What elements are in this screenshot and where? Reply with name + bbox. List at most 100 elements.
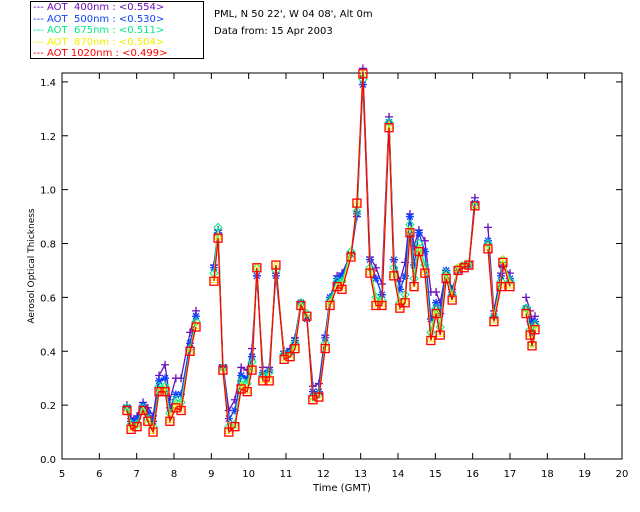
- data-point: [346, 252, 356, 262]
- data-point: [252, 263, 262, 273]
- data-point: [161, 374, 170, 383]
- x-tick-label: 7: [133, 469, 139, 480]
- data-point: [377, 300, 387, 311]
- data-point: [521, 308, 531, 319]
- y-tick-label: 1.2: [40, 132, 56, 143]
- data-point: [143, 409, 152, 418]
- data-point: [286, 347, 295, 356]
- data-point: [308, 395, 318, 405]
- data-point: [285, 351, 295, 362]
- data-point: [401, 271, 410, 280]
- y-tick-label: 0.6: [40, 293, 56, 304]
- data-point: [155, 376, 164, 385]
- data-point: [358, 64, 367, 73]
- data-point: [527, 341, 537, 351]
- data-point: [242, 387, 252, 397]
- data-point: [453, 265, 463, 276]
- x-tick-label: 13: [354, 469, 367, 480]
- data-point: [126, 424, 136, 435]
- data-point: [209, 273, 219, 284]
- data-point: [442, 266, 451, 275]
- data-point: [337, 281, 347, 292]
- data-point: [522, 293, 531, 302]
- data-point: [171, 403, 181, 413]
- data-point: [470, 201, 480, 211]
- data-point: [405, 228, 415, 238]
- x-tick-label: 15: [429, 469, 442, 480]
- legend-entry: --- AOT 500nm : <0.530>: [33, 13, 165, 25]
- x-tick-label: 8: [171, 469, 177, 480]
- x-tick-label: 10: [242, 469, 255, 480]
- data-point: [218, 365, 228, 375]
- data-point: [498, 257, 508, 268]
- data-point: [426, 335, 436, 346]
- data-point: [333, 274, 342, 283]
- data-point: [271, 260, 281, 270]
- legend-entry: --- AOT 675nm : <0.511>: [33, 25, 165, 36]
- data-point: [435, 330, 445, 340]
- y-tick-label: 1.0: [40, 186, 56, 197]
- data-point: [186, 339, 195, 348]
- series-line: [126, 73, 536, 435]
- data-point: [352, 206, 362, 216]
- data-point: [192, 312, 201, 321]
- data-point: [332, 281, 342, 292]
- data-point: [420, 247, 429, 256]
- data-point: [133, 414, 142, 423]
- data-point: [165, 403, 174, 412]
- data-point: [122, 405, 132, 416]
- data-point: [224, 414, 233, 423]
- data-point: [395, 303, 405, 313]
- data-point: [483, 236, 492, 245]
- x-tick-label: 18: [541, 469, 554, 480]
- data-point: [243, 374, 252, 383]
- data-point: [209, 276, 219, 286]
- date-text: Data from: 15 Apr 2003: [214, 26, 333, 37]
- data-point: [414, 246, 424, 257]
- data-point: [279, 354, 289, 364]
- data-point: [176, 402, 186, 413]
- data-point: [171, 390, 180, 399]
- series-line: [126, 79, 536, 429]
- data-point: [230, 422, 240, 432]
- data-point: [459, 259, 469, 270]
- y-tick-label: 0.8: [40, 240, 56, 251]
- data-point: [365, 268, 375, 278]
- series-line: [126, 73, 536, 432]
- data-point: [420, 236, 429, 245]
- data-point: [447, 295, 457, 305]
- data-point: [522, 304, 531, 313]
- x-tick-label: 16: [466, 469, 479, 480]
- series-4: [122, 69, 540, 437]
- data-point: [530, 325, 540, 335]
- data-point: [314, 392, 324, 402]
- legend-entry: --- AOT 400nm : <0.554>: [33, 2, 165, 13]
- data-point: [432, 298, 441, 307]
- plot-frame: [61, 72, 623, 460]
- data-point: [389, 271, 399, 281]
- data-point: [258, 376, 268, 386]
- data-point: [247, 365, 257, 375]
- data-point: [420, 268, 430, 278]
- legend-entry: --- AOT 870nm : <0.504>: [33, 36, 165, 48]
- data-point: [489, 313, 499, 324]
- x-tick-label: 20: [616, 469, 629, 480]
- x-tick-label: 5: [59, 469, 65, 480]
- legend-entry: --- AOT 1020nm : <0.499>: [33, 48, 168, 59]
- data-point: [224, 427, 234, 437]
- x-tick-label: 9: [208, 469, 214, 480]
- site-info: PML, N 50 22', W 04 08', Alt 0m Data fro…: [214, 6, 373, 40]
- x-axis-label: Time (GMT): [312, 483, 371, 494]
- data-point: [230, 406, 239, 415]
- x-tick-label: 14: [392, 469, 405, 480]
- data-point: [371, 300, 381, 311]
- data-point: [314, 379, 323, 388]
- data-point: [410, 261, 419, 270]
- y-tick-label: 0.2: [40, 401, 56, 412]
- data-point: [527, 338, 537, 348]
- data-point: [325, 300, 335, 311]
- data-point: [161, 360, 170, 369]
- data-point: [138, 405, 148, 416]
